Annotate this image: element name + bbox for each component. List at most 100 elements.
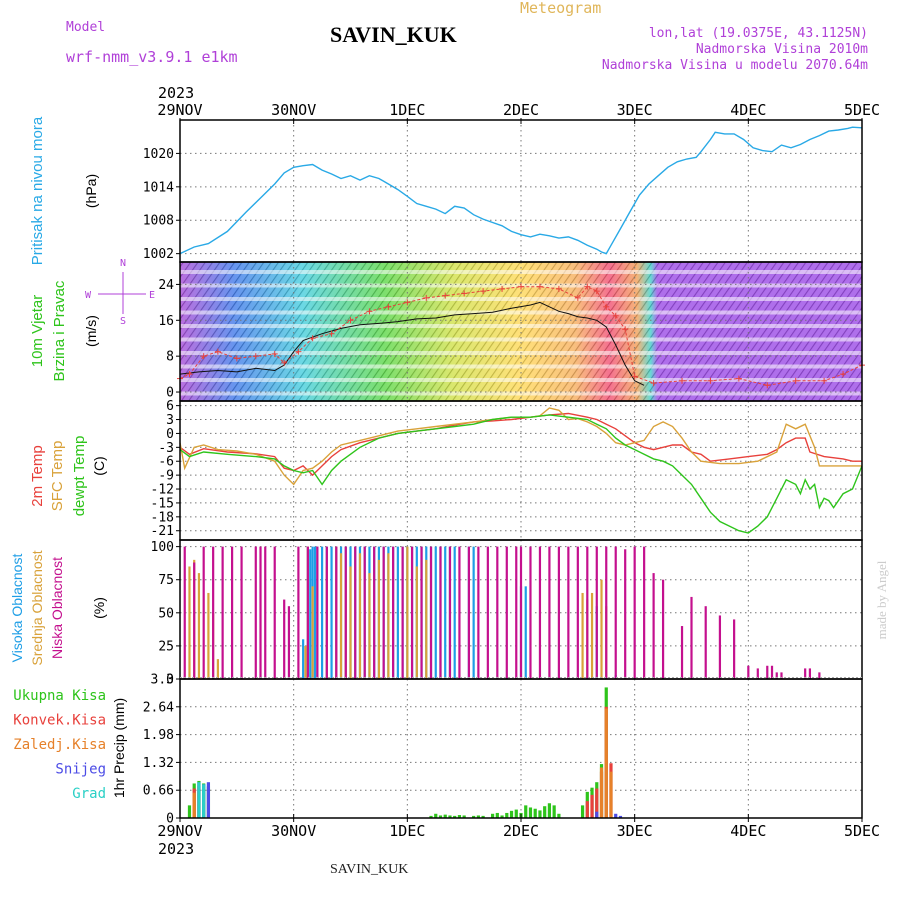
model-label: Model [66,20,106,35]
bar-precip-4 [197,782,201,818]
bar-clouds-2 [283,599,286,679]
legend-precip-3: Snijeg [55,762,106,778]
direction-n: N [120,258,126,269]
bar-clouds-2 [808,668,812,679]
bar-clouds-2 [548,546,551,679]
bar-clouds-1 [216,659,219,679]
series-line-wind-0 [179,301,645,386]
bar-precip-0 [457,815,462,818]
x-tick-label-top: 3DEC [617,101,653,119]
y-tick-label-clouds: 25 [158,639,174,654]
bar-clouds-1 [600,579,603,679]
legend-precip-1: Konvek.Kisa [13,713,106,729]
wind-barb-lane [180,378,862,382]
bar-clouds-2 [259,546,262,679]
bar-clouds-1 [368,573,371,679]
label-temp-unit: (C) [91,456,107,475]
bar-precip-0 [543,806,547,818]
bar-clouds-0 [320,546,324,679]
bar-clouds-2 [344,546,347,679]
x-tick-label-bottom: 5DEC [844,822,880,840]
bar-clouds-2 [458,546,461,679]
bar-precip-3 [618,815,623,818]
y-tick-label-wind: 0 [166,386,174,401]
bar-clouds-0 [309,549,312,679]
bar-clouds-2 [766,665,769,679]
bar-clouds-1 [581,592,584,679]
bar-precip-0 [462,815,466,818]
x-tick-label-bottom: 1DEC [389,822,425,840]
bar-precip-3 [595,811,599,818]
bar-clouds-2 [230,546,234,679]
bar-clouds-2 [804,668,807,679]
x-tick-label-bottom: 2DEC [503,822,539,840]
y-tick-label-wind: 8 [166,350,174,365]
bar-clouds-1 [304,645,307,679]
x-tick-label-top: 30NOV [271,101,316,119]
wind-direction-legend: N E S W [85,258,155,327]
direction-w: W [85,290,92,301]
bar-clouds-0 [396,546,399,679]
bar-precip-0 [438,815,443,818]
bar-clouds-2 [605,546,608,679]
legend-precip-0: Ukupna Kisa [13,688,106,704]
bar-clouds-1 [358,553,362,679]
bar-clouds-2 [633,546,636,679]
bar-precip-0 [528,807,533,818]
bar-precip-0 [538,810,542,818]
bar-clouds-2 [325,546,328,679]
bar-clouds-2 [354,546,357,679]
credit-label: made by Angel [874,560,889,639]
bar-clouds-0 [313,546,317,679]
bar-precip-3 [614,813,618,818]
bar-precip-0 [476,815,480,818]
bar-clouds-2 [477,546,480,679]
direction-s: S [120,316,126,327]
bar-clouds-1 [188,566,191,679]
bar-precip-0 [490,813,495,818]
y-tick-label-precip: 0 [166,812,174,827]
bar-clouds-1 [311,586,314,679]
bar-precip-0 [514,809,518,818]
bar-clouds-2 [240,546,243,679]
y-tick-label-temperature: -15 [151,496,174,511]
x-tick-label-top: 5DEC [844,101,880,119]
bar-clouds-2 [733,619,736,679]
bar-clouds-2 [439,546,442,679]
x-tick-label-bottom: 30NOV [271,822,316,840]
bar-clouds-1 [339,553,343,679]
bar-precip-0 [547,803,552,818]
bar-clouds-2 [392,546,395,679]
y-tick-label-precip: 2.64 [143,700,174,715]
bar-clouds-2 [382,546,385,679]
footer-station: SAVIN_KUK [330,862,409,877]
bar-clouds-2 [690,596,693,679]
bar-precip-0 [453,815,457,818]
bar-clouds-1 [590,592,594,679]
bar-clouds-2 [401,546,404,679]
bar-clouds-2 [661,579,665,679]
bar-clouds-2 [515,546,518,679]
direction-e: E [149,290,155,301]
elevation-label: Nadmorska Visina 2010m [695,42,868,57]
bar-precip-2 [192,792,196,818]
bar-precip-0 [500,815,504,818]
bar-precip-2 [609,771,613,818]
bar-precip-0 [187,805,192,818]
bar-clouds-1 [377,559,381,679]
bar-clouds-1 [197,573,201,679]
bar-precip-1 [595,788,599,818]
y-tick-label-temperature: 6 [166,399,174,414]
bar-precip-0 [533,808,537,818]
y-tick-label-clouds: 50 [158,606,174,621]
bar-clouds-2 [273,546,276,679]
bar-clouds-1 [406,546,409,679]
bar-clouds-2 [316,546,319,679]
year-top: 2023 [158,84,194,102]
y-tick-label-clouds: 100 [151,540,174,555]
bar-clouds-2 [496,546,499,679]
bar-clouds-2 [429,546,433,679]
bar-precip-3 [206,782,211,818]
y-tick-label-pressure: 1020 [143,147,174,162]
